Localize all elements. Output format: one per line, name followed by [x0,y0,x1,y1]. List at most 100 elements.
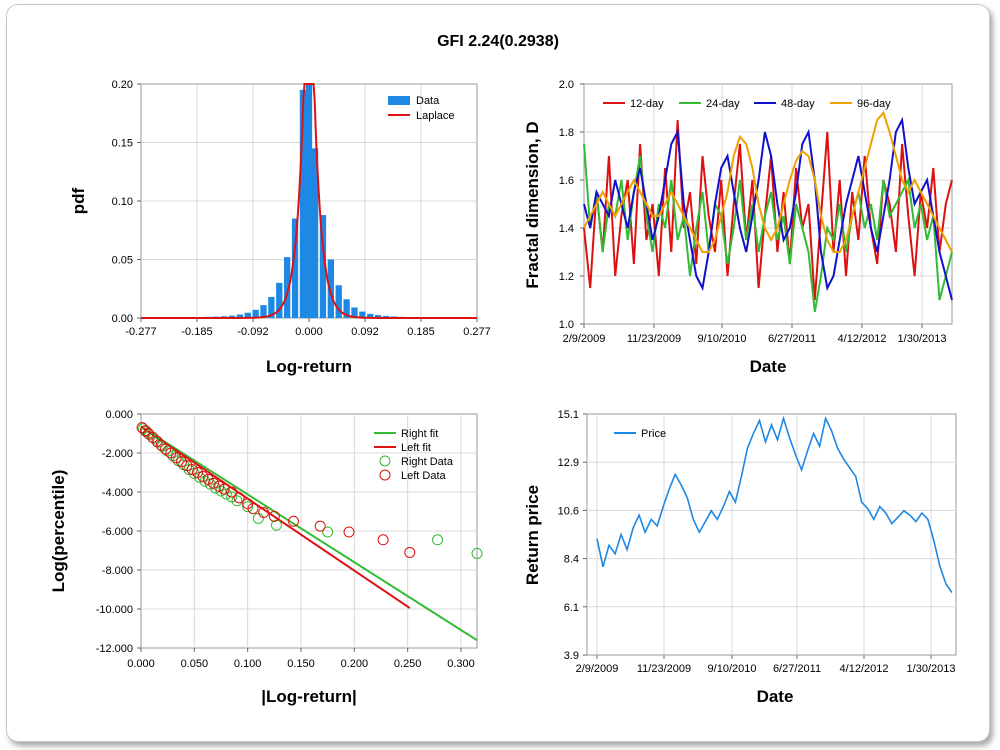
left-data-point [343,526,355,538]
x-tick-label: 2/9/2009 [576,663,619,675]
legend-swatch-left-data [379,469,391,481]
y-tick-label: 1.0 [559,319,574,331]
y-tick-label: 0.05 [112,255,133,267]
left-data-point [247,503,259,515]
tail-legend: Right fit Left fit Right Data Left Data [374,428,454,482]
tail-panel: 0.000 0.050 0.100 0.150 0.200 0.250 0.300 0.00… [49,409,483,706]
histogram-bar [268,296,275,318]
left-data-point [268,510,280,522]
left-data-point [404,546,416,558]
y-tick-label: 1.2 [559,271,574,283]
y-tick-label: 6.1 [564,602,579,614]
figure-title: GFI 2.24(0.2938) [437,33,559,50]
legend-label-left-data: Left Data [401,470,447,482]
left-data-point [213,480,225,492]
price-legend: Price [614,428,666,440]
left-data-point [208,477,220,489]
left-fit-line [140,425,411,609]
pdf-x-label: Log-return [266,357,352,376]
histogram-bar [319,215,327,318]
y-tick-label: 8.4 [564,554,579,566]
y-tick-label: 1.6 [559,175,574,187]
right-data-point [432,534,444,546]
x-tick-label: -0.092 [237,326,268,338]
price-x-ticks: 2/9/2009 11/23/2009 9/10/2010 6/27/2011 4/12… [576,655,956,675]
left-data-point [218,483,230,495]
fractal-x-label: Date [750,357,787,376]
left-data-point [226,486,238,498]
x-tick-label: 0.100 [234,658,262,670]
histogram-bar [299,89,307,318]
fractal-series-24-day [583,143,953,313]
tail-x-ticks: 0.000 0.050 0.100 0.150 0.200 0.250 0.300 [127,648,475,670]
fractal-legend: 12-day 24-day 48-day 96-day [603,98,891,110]
legend-label-right-data: Right Data [401,456,454,468]
x-tick-label: 0.250 [394,658,422,670]
legend-label-48-day: 48-day [781,98,815,110]
y-tick-label: -2.000 [102,448,133,460]
right-data-point [199,475,211,487]
legend-label-24-day: 24-day [706,98,740,110]
y-tick-label: 2.0 [559,79,574,91]
histogram-bar [359,311,366,318]
left-data-point [377,534,389,546]
histogram-bar [305,84,313,318]
histogram-bar [284,257,291,318]
pdf-legend: Data Laplace [388,95,455,122]
left-data-point [151,435,163,447]
y-tick-label: -10.000 [96,604,133,616]
left-data-point [186,464,198,476]
x-tick-label: 6/27/2011 [768,333,816,345]
fractal-series-96-day [583,110,953,253]
pdf-panel: -0.277 -0.185 -0.092 0.000 0.092 0.185 0.277 0… [69,79,491,376]
x-tick-label: 1/30/2013 [907,663,956,675]
left-data-point [147,431,159,443]
pdf-x-ticks: -0.277 -0.185 -0.092 0.000 0.092 0.185 0.277 [125,318,491,338]
left-data-point [233,492,245,504]
fractal-x-ticks: 2/9/2009 11/23/2009 9/10/2010 6/27/2011 4/12… [563,324,947,345]
x-tick-label: 11/23/2009 [637,663,691,675]
left-data-point [258,506,270,518]
y-tick-label: 3.9 [564,650,579,662]
histogram-bar [260,305,267,318]
x-tick-label: 0.000 [295,326,323,338]
y-tick-label: 12.9 [558,457,579,469]
right-data-point [270,519,282,531]
legend-label-96-day: 96-day [857,98,891,110]
x-tick-label: 9/10/2010 [698,333,747,345]
y-tick-label: 1.8 [559,127,574,139]
histogram-bar [327,259,334,318]
price-plot-area [586,413,957,656]
tail-y-label: Log(percentile) [49,470,68,593]
price-grid [587,414,956,655]
histogram-bar [382,315,390,318]
price-y-ticks: 15.1 12.9 10.6 8.4 6.1 3.9 [558,409,587,662]
x-tick-label: 0.150 [287,658,315,670]
right-data-point [210,482,222,494]
x-tick-label: 1/30/2013 [898,333,947,345]
histogram-bar [228,315,236,318]
histogram-bar [291,218,299,318]
fractal-y-ticks: 2.0 1.8 1.6 1.4 1.2 1.0 [559,79,584,331]
histogram-bar [351,307,358,318]
right-data-point [140,426,152,438]
right-data-point [215,485,227,497]
histogram-bar [252,309,259,318]
histogram-bar [335,285,342,318]
left-data-point [197,470,209,482]
y-tick-label: 0.15 [112,138,133,150]
tail-y-ticks: 0.000 -2.000 -4.000 -6.000 -8.000 -10.000 -12.… [96,409,141,655]
histogram-bar [343,299,350,318]
legend-label-12-day: 12-day [630,98,664,110]
right-data-point [220,488,232,500]
fractal-y-label: Fractal dimension, D [523,121,542,288]
legend-label-left-fit: Left fit [401,442,431,454]
y-tick-label: 15.1 [558,409,579,421]
left-data-point [142,428,154,439]
left-data-point [139,425,151,437]
right-fit-line [140,425,478,642]
pdf-y-ticks: 0.20 0.15 0.10 0.05 0.00 [112,79,141,325]
price-y-label: Return price [523,485,542,585]
price-line [596,415,953,594]
legend-label-laplace: Laplace [416,110,455,122]
